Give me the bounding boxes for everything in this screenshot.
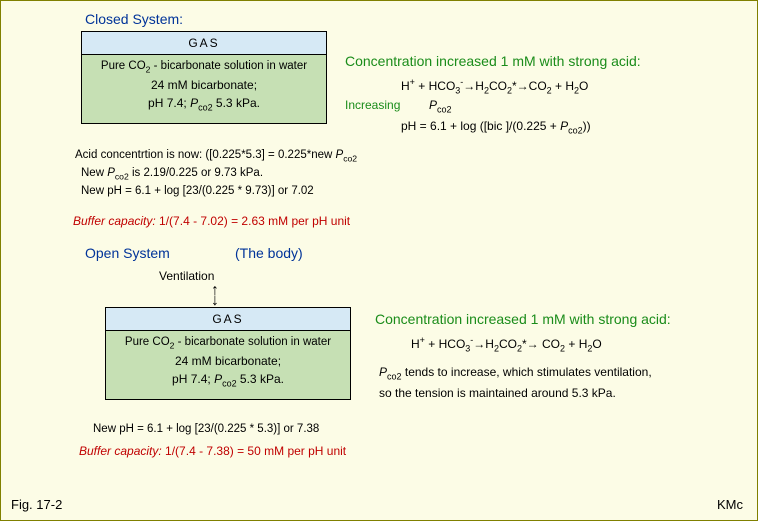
- t: + HCO: [415, 79, 455, 93]
- open-box: GAS Pure CO2 - bicarbonate solution in w…: [105, 307, 351, 400]
- figure-number: Fig. 17-2: [11, 497, 62, 512]
- t: GAS: [212, 312, 243, 326]
- open-newph: New pH = 6.1 + log [23/(0.225 * 5.3)] or…: [93, 423, 319, 435]
- t: →: [473, 337, 485, 351]
- t: CO: [542, 337, 560, 351]
- t: + H: [565, 337, 587, 351]
- t: + HCO: [425, 337, 465, 351]
- open-gas-row: GAS: [106, 308, 350, 331]
- t: CO: [499, 337, 517, 351]
- t: O: [592, 337, 601, 351]
- open-sol-prefix: Pure CO: [125, 336, 170, 348]
- t: P: [560, 119, 568, 133]
- t: so the tension is maintained around 5.3 …: [379, 384, 652, 402]
- t: Acid concentrtion is now: ([0.225*5.3] =…: [75, 149, 336, 161]
- t: co2: [437, 104, 452, 114]
- t: co2: [568, 125, 583, 135]
- open-sol-suffix: - bicarbonate solution in water: [174, 336, 331, 348]
- t: )): [583, 119, 591, 133]
- open-line2-psub: co2: [222, 379, 237, 389]
- t: 1/(7.4 - 7.02) = 2.63 mM per pH unit: [156, 214, 350, 228]
- closed-increasing: Increasing: [345, 98, 400, 112]
- t: co2: [343, 153, 357, 163]
- t: →: [517, 79, 529, 93]
- closed-sol-prefix: Pure CO: [101, 60, 146, 72]
- t: New: [81, 167, 107, 179]
- closed-line2-p: P: [190, 96, 198, 110]
- closed-gas-row: GAS: [82, 32, 326, 55]
- t: Buffer capacity:: [79, 444, 162, 458]
- open-line2-p: P: [214, 372, 222, 386]
- t: →: [527, 337, 539, 351]
- open-line2-prefix: pH 7.4;: [172, 372, 214, 386]
- closed-acid-line: Acid concentrtion is now: ([0.225*5.3] =…: [75, 149, 357, 163]
- open-line1: 24 mM bicarbonate;: [110, 352, 346, 370]
- closed-line1: 24 mM bicarbonate;: [86, 76, 322, 94]
- open-line2-suffix: 5.3 kPa.: [237, 372, 284, 386]
- t: co2: [115, 171, 129, 181]
- t: →: [463, 79, 475, 93]
- closed-newp-line: New Pco2 is 2.19/0.225 or 9.73 kPa.: [81, 167, 263, 181]
- t: O: [579, 79, 588, 93]
- closed-line2-psub: co2: [198, 103, 213, 113]
- t: + H: [552, 79, 574, 93]
- closed-eq2: pH = 6.1 + log ([bic ]/(0.225 + Pco2)): [401, 119, 591, 135]
- t: Buffer capacity:: [73, 214, 156, 228]
- t: tends to increase, which stimulates vent…: [402, 365, 652, 379]
- closed-title: Closed System:: [85, 11, 183, 27]
- t: is 2.19/0.225 or 9.73 kPa.: [129, 167, 263, 179]
- t: P: [379, 365, 387, 379]
- t: P: [429, 98, 437, 112]
- author-label: KMc: [717, 497, 743, 512]
- closed-eq1: H+ + HCO3-→H2CO2*→CO2 + H2O: [401, 77, 588, 95]
- closed-buffer: Buffer capacity: 1/(7.4 - 7.02) = 2.63 m…: [73, 214, 350, 228]
- t: co2: [387, 371, 402, 381]
- ventilation-arrow-icon: ↑ ↓: [211, 286, 219, 306]
- closed-newph-line: New pH = 6.1 + log [23/(0.225 * 9.73)] o…: [81, 185, 314, 197]
- open-eq1: H+ + HCO3-→H2CO2*→ CO2 + H2O: [411, 335, 602, 353]
- t: CO: [529, 79, 547, 93]
- open-buffer: Buffer capacity: 1/(7.4 - 7.38) = 50 mM …: [79, 444, 346, 458]
- closed-box: GAS Pure CO2 - bicarbonate solution in w…: [81, 31, 327, 124]
- closed-sol-suffix: - bicarbonate solution in water: [150, 60, 307, 72]
- open-the-body: (The body): [235, 245, 303, 261]
- open-stim: Pco2 tends to increase, which stimulates…: [379, 363, 652, 402]
- t: H: [475, 79, 484, 93]
- t: H: [411, 337, 420, 351]
- t: 1/(7.4 - 7.38) = 50 mM per pH unit: [162, 444, 346, 458]
- open-ventilation-label: Ventilation: [159, 269, 214, 283]
- t: CO: [489, 79, 507, 93]
- t: H: [485, 337, 494, 351]
- closed-p-increasing: Pco2: [429, 98, 452, 114]
- open-conc-header: Concentration increased 1 mM with strong…: [375, 311, 671, 327]
- open-title: Open System: [85, 245, 170, 261]
- closed-conc-header: Concentration increased 1 mM with strong…: [345, 53, 641, 69]
- t: P: [107, 167, 115, 179]
- open-solution-row: Pure CO2 - bicarbonate solution in water…: [106, 331, 350, 399]
- t: pH = 6.1 + log ([bic ]/(0.225 +: [401, 119, 560, 133]
- figure-canvas: Closed System: GAS Pure CO2 - bicarbonat…: [0, 0, 758, 521]
- t: H: [401, 79, 410, 93]
- closed-line2-suffix: 5.3 kPa.: [213, 96, 260, 110]
- closed-line2-prefix: pH 7.4;: [148, 96, 190, 110]
- closed-solution-row: Pure CO2 - bicarbonate solution in water…: [82, 55, 326, 123]
